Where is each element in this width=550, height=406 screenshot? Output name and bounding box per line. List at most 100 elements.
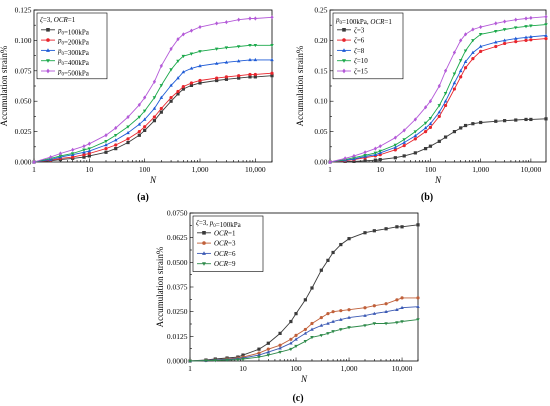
data-point xyxy=(402,138,406,142)
data-point xyxy=(423,121,428,126)
data-point xyxy=(49,155,53,160)
legend-entry: p0=200kPa xyxy=(57,37,90,47)
x-tick-label: 100 xyxy=(290,364,302,373)
series-line xyxy=(329,16,547,163)
data-point xyxy=(270,15,274,20)
data-point xyxy=(152,96,157,100)
data-point xyxy=(159,84,164,88)
data-point xyxy=(437,83,441,89)
data-point xyxy=(428,99,433,104)
data-point xyxy=(58,154,63,158)
y-tick-label: 0.0500 xyxy=(167,258,188,267)
data-point xyxy=(459,126,463,130)
data-point xyxy=(303,339,308,344)
y-tick-label: 0.025 xyxy=(15,127,32,136)
data-point xyxy=(395,307,399,311)
y-tick-label: 0.15 xyxy=(314,66,327,75)
chart-b: 1 10 100 1,000 10,000 0.00 0.05 0.10 0.15 0.20 0.2… xyxy=(295,6,548,203)
data-point xyxy=(416,223,420,227)
data-point xyxy=(524,117,528,122)
data-point xyxy=(113,138,118,142)
data-point xyxy=(413,117,417,122)
data-point xyxy=(378,144,382,149)
legend-swatch-marker xyxy=(202,241,206,245)
data-point xyxy=(502,38,507,42)
data-point xyxy=(458,68,463,73)
y-tick-label: 0.0250 xyxy=(167,307,188,316)
data-point xyxy=(331,330,335,334)
data-point xyxy=(428,116,433,121)
data-point xyxy=(215,76,219,80)
x-tick-label: 10,000 xyxy=(521,165,542,174)
data-point xyxy=(113,133,118,138)
data-point xyxy=(452,87,457,91)
data-point xyxy=(104,133,108,138)
x-tick-label: 100 xyxy=(425,165,437,174)
data-point xyxy=(529,24,533,28)
data-point xyxy=(384,302,388,306)
data-point xyxy=(416,296,420,300)
series-200kPa xyxy=(32,71,274,164)
data-point xyxy=(463,32,468,37)
data-point xyxy=(372,229,376,233)
x-tick-label: 1 xyxy=(32,165,36,174)
data-point xyxy=(503,41,507,46)
x-tick-label: 10 xyxy=(239,364,247,373)
series-line xyxy=(329,35,547,163)
data-point xyxy=(152,106,157,110)
data-point xyxy=(452,130,457,134)
y-axis-label: Accumulation strain% xyxy=(295,45,305,126)
data-point xyxy=(253,57,258,62)
data-point xyxy=(384,322,388,326)
data-point xyxy=(266,353,271,357)
data-point xyxy=(289,319,293,324)
legend-title: p0=100kPa, OCR=1 xyxy=(335,16,392,26)
data-point xyxy=(257,353,261,357)
data-point xyxy=(137,130,141,134)
x-tick-label: 1 xyxy=(188,364,192,373)
data-point xyxy=(143,128,147,132)
data-point xyxy=(494,30,498,34)
legend-entry: p0=500kPa xyxy=(57,68,90,78)
data-point xyxy=(428,125,433,129)
data-point xyxy=(384,227,388,231)
data-point xyxy=(294,312,298,316)
data-point xyxy=(423,130,428,134)
data-point xyxy=(326,258,330,262)
data-point xyxy=(82,153,86,157)
data-point xyxy=(137,115,142,119)
data-point xyxy=(529,38,533,42)
data-point xyxy=(248,43,252,48)
data-point xyxy=(529,34,533,39)
series-ocr3 xyxy=(188,296,420,363)
data-point xyxy=(142,117,147,121)
y-tick-label: 0.0125 xyxy=(167,332,188,341)
data-point xyxy=(189,28,194,33)
data-point xyxy=(303,298,307,302)
data-point xyxy=(443,68,448,73)
data-point xyxy=(278,346,282,350)
data-point xyxy=(343,156,347,161)
data-point xyxy=(215,78,219,83)
data-point xyxy=(319,268,323,272)
data-point xyxy=(494,21,498,26)
data-point xyxy=(331,319,335,323)
data-point xyxy=(176,92,180,96)
data-point xyxy=(514,40,518,44)
y-tick-label: 0.00 xyxy=(314,158,327,167)
data-point xyxy=(278,350,282,355)
data-point xyxy=(87,154,91,158)
series-zeta3 xyxy=(328,117,548,164)
series-line xyxy=(189,297,418,362)
x-tick-label: 1 xyxy=(328,165,332,174)
panel-caption: (c) xyxy=(292,393,303,404)
data-point xyxy=(278,343,282,347)
data-point xyxy=(319,334,324,338)
data-point xyxy=(176,76,180,80)
data-point xyxy=(437,114,441,118)
data-point xyxy=(437,139,441,143)
legend-entry: p0=100kPa xyxy=(57,26,90,36)
legend-swatch-marker xyxy=(46,68,50,74)
data-point xyxy=(126,130,130,135)
data-point xyxy=(524,16,528,21)
